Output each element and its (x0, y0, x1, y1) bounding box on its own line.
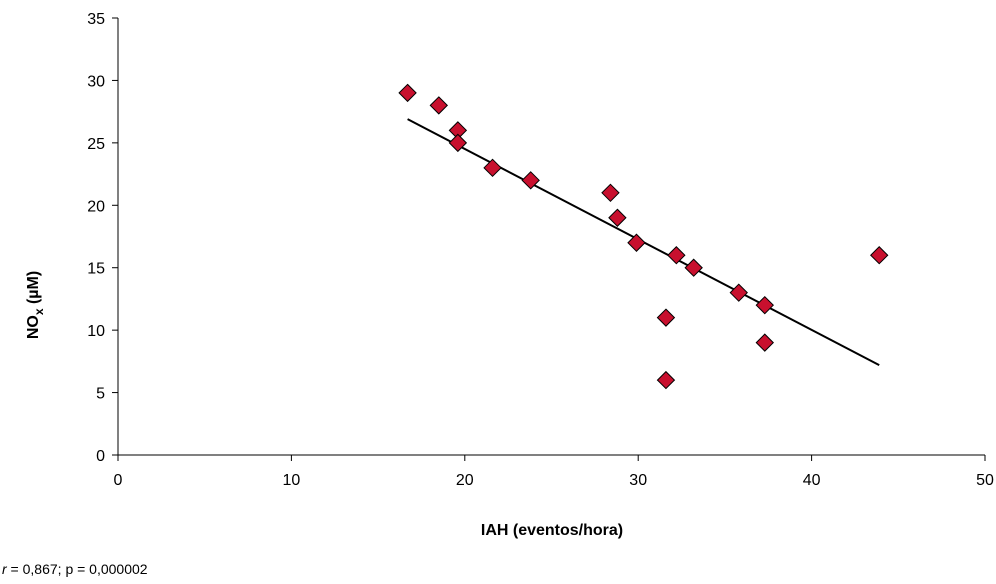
y-tick-label: 0 (96, 448, 105, 465)
x-tick-label: 30 (629, 472, 647, 489)
data-point (448, 133, 468, 153)
x-tick-label: 0 (114, 472, 123, 489)
correlation-text: = 0,867; p = 0,000002 (6, 561, 148, 577)
y-tick-label: 30 (87, 73, 105, 90)
x-tick-label: 10 (283, 472, 301, 489)
y-axis-title: NOx (µM) (25, 271, 46, 339)
y-axis-title-main: NO (25, 315, 42, 339)
data-point (429, 96, 448, 115)
data-point (521, 171, 540, 190)
data-point (684, 258, 703, 277)
y-tick-label: 15 (87, 261, 105, 278)
x-tick-label: 50 (976, 472, 994, 489)
data-point (755, 333, 774, 352)
y-axis-title-unit: (µM) (25, 271, 42, 309)
data-point (656, 308, 676, 327)
data-point (667, 246, 686, 265)
data-point (483, 158, 502, 178)
data-point (755, 295, 774, 315)
x-axis-title: IAH (eventos/hora) (481, 522, 623, 539)
data-point (870, 246, 889, 265)
x-tick-label: 40 (803, 472, 821, 489)
y-tick-label: 5 (96, 386, 105, 403)
y-tick-label: 10 (87, 323, 105, 340)
data-point (601, 183, 620, 203)
y-tick-label: 20 (87, 198, 105, 215)
axes: 0 5 10 15 20 25 30 35 0 10 20 30 40 50 (87, 11, 994, 489)
data-point (398, 83, 417, 103)
data-point (729, 283, 748, 302)
data-point (656, 370, 676, 390)
y-tick-label: 35 (87, 11, 105, 28)
r-symbol: r (2, 561, 7, 577)
x-tick-label: 20 (456, 472, 474, 489)
correlation-note: r = 0,867; p = 0,000002 (2, 561, 148, 577)
data-point (627, 233, 646, 252)
data-point (608, 208, 627, 227)
y-axis-title-sub: x (32, 308, 46, 315)
y-tick-label: 25 (87, 136, 105, 153)
data-points (398, 83, 889, 390)
